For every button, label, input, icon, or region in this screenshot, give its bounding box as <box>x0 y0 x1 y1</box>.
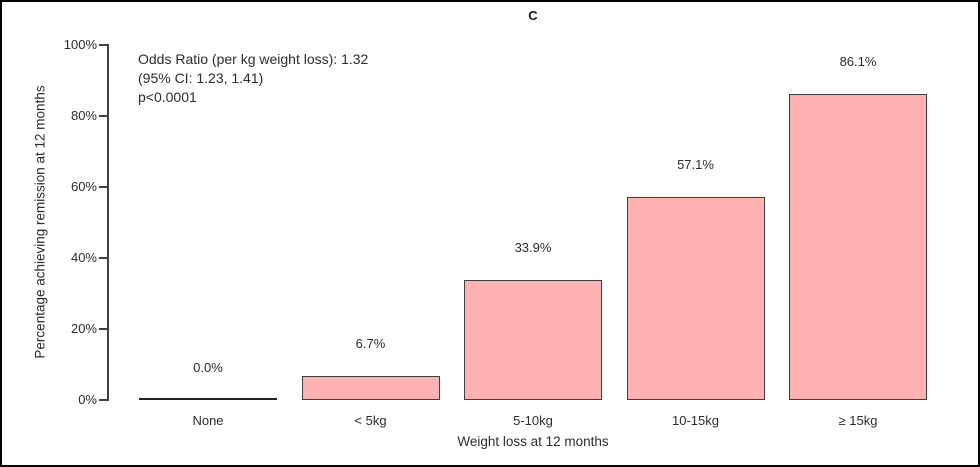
annotation-p-value: p<0.0001 <box>138 89 197 105</box>
bar-value-label: 57.1% <box>677 157 714 173</box>
y-axis-tick <box>99 399 107 401</box>
x-tick-label: 5-10kg <box>513 413 553 428</box>
y-tick-label: 60% <box>70 179 97 194</box>
x-axis-title: Weight loss at 12 months <box>457 434 609 449</box>
bar-value-label: 33.9% <box>514 239 552 255</box>
y-axis-tick <box>99 44 107 46</box>
bar <box>464 279 602 400</box>
annotation-odds-ratio: Odds Ratio (per kg weight loss): 1.32 <box>138 51 369 67</box>
y-tick-label: 20% <box>70 321 97 336</box>
x-tick-label: ≥ 15kg <box>838 413 878 428</box>
y-tick-label: 0% <box>78 392 97 407</box>
bar-value-label: 0.0% <box>193 360 223 375</box>
bar <box>139 398 277 400</box>
y-axis-line <box>107 44 109 401</box>
y-tick-label: 80% <box>70 108 97 123</box>
y-axis-tick <box>99 257 107 259</box>
x-tick-label: < 5kg <box>354 413 387 428</box>
y-tick-label: 40% <box>70 250 97 265</box>
y-axis-tick <box>99 115 107 117</box>
x-tick-label: 10-15kg <box>672 413 719 428</box>
bar <box>789 94 927 400</box>
stats-annotation: Odds Ratio (per kg weight loss): 1.32 (9… <box>138 50 368 107</box>
bar <box>626 197 765 400</box>
y-tick-label: 100% <box>63 37 97 52</box>
annotation-confidence-interval: (95% CI: 1.23, 1.41) <box>138 70 264 86</box>
bar-value-label: 6.7% <box>355 336 386 352</box>
chart-title: C <box>528 8 538 23</box>
bar <box>301 376 440 400</box>
bar-value-label: 86.1% <box>839 54 877 70</box>
x-tick-label: None <box>192 413 224 428</box>
y-axis-tick <box>99 328 107 330</box>
y-axis-tick <box>99 186 107 188</box>
